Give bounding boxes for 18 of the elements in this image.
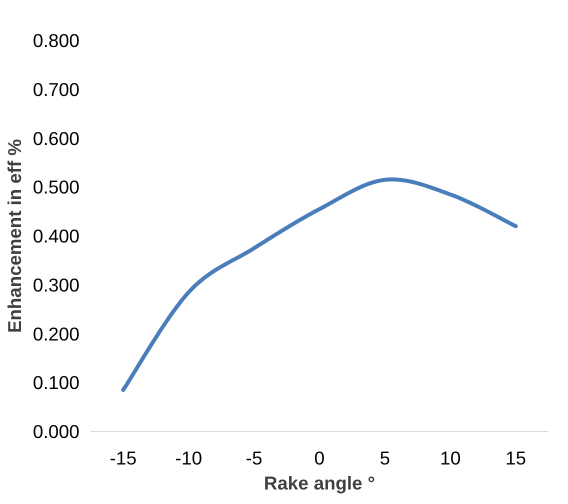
x-axis-title: Rake angle ° (264, 472, 376, 494)
y-tick-label: 0.100 (32, 372, 80, 394)
x-tick-label: 0 (314, 448, 325, 468)
x-tick-label: 5 (380, 448, 390, 468)
x-tick-label: 10 (440, 448, 461, 468)
y-tick-label: 0.800 (32, 30, 80, 51)
y-tick-label: 0.600 (32, 128, 80, 149)
y-tick-label: 0.400 (32, 226, 80, 246)
y-axis-title: Enhancement in eff % (4, 138, 25, 333)
y-tick-label: 0.200 (32, 323, 80, 344)
y-tick-label: 0.300 (32, 274, 80, 296)
y-tick-label: 0.500 (32, 176, 80, 198)
x-tick-label: -5 (246, 448, 262, 468)
x-tick-label: -15 (110, 448, 137, 468)
x-tick-label: 15 (505, 448, 526, 468)
y-tick-label: 0.000 (32, 421, 80, 442)
y-tick-label: 0.700 (32, 78, 80, 100)
x-tick-label: -10 (175, 448, 202, 468)
